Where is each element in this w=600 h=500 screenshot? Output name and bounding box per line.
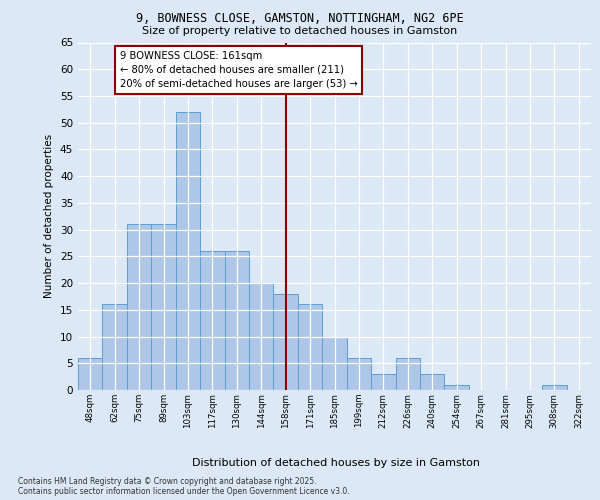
Text: Contains HM Land Registry data © Crown copyright and database right 2025.: Contains HM Land Registry data © Crown c…	[18, 477, 317, 486]
Text: 9, BOWNESS CLOSE, GAMSTON, NOTTINGHAM, NG2 6PE: 9, BOWNESS CLOSE, GAMSTON, NOTTINGHAM, N…	[136, 12, 464, 26]
Bar	[127, 224, 151, 390]
Bar	[347, 358, 371, 390]
Bar	[445, 384, 469, 390]
Bar	[249, 283, 274, 390]
Bar	[542, 384, 566, 390]
Bar	[395, 358, 420, 390]
Bar	[224, 251, 249, 390]
Bar	[298, 304, 322, 390]
Text: 9 BOWNESS CLOSE: 161sqm
← 80% of detached houses are smaller (211)
20% of semi-d: 9 BOWNESS CLOSE: 161sqm ← 80% of detache…	[119, 50, 357, 88]
Bar	[371, 374, 395, 390]
Bar	[78, 358, 103, 390]
Y-axis label: Number of detached properties: Number of detached properties	[44, 134, 55, 298]
Text: Size of property relative to detached houses in Gamston: Size of property relative to detached ho…	[142, 26, 458, 36]
Text: Distribution of detached houses by size in Gamston: Distribution of detached houses by size …	[192, 458, 480, 468]
Bar	[103, 304, 127, 390]
Bar	[322, 336, 347, 390]
Bar	[200, 251, 224, 390]
Bar	[151, 224, 176, 390]
Bar	[274, 294, 298, 390]
Bar	[420, 374, 445, 390]
Bar	[176, 112, 200, 390]
Text: Contains public sector information licensed under the Open Government Licence v3: Contains public sector information licen…	[18, 487, 350, 496]
